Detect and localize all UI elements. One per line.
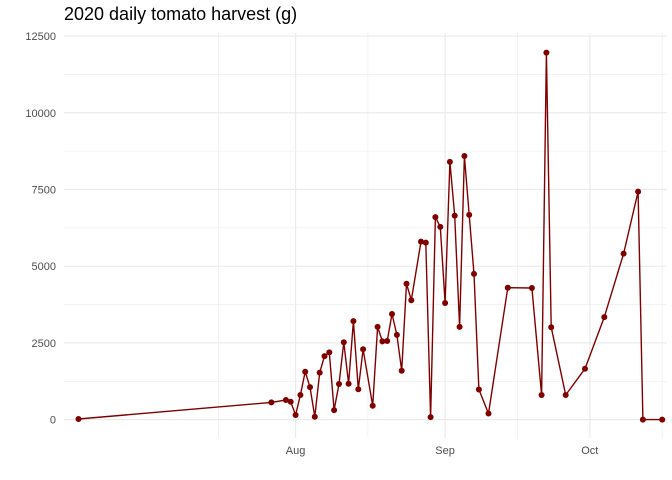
data-point — [548, 324, 555, 331]
data-point — [302, 368, 309, 375]
y-axis-labels: 0 2500 5000 7500 10000 12500 — [25, 31, 56, 427]
data-point — [331, 407, 338, 414]
data-point — [620, 250, 627, 257]
data-point — [282, 397, 289, 403]
data-point — [316, 369, 323, 376]
data-point — [475, 386, 482, 393]
data-point — [379, 338, 386, 345]
y-tick-label: 12500 — [25, 31, 56, 43]
data-point — [456, 323, 463, 330]
data-point — [451, 212, 458, 219]
y-tick-label: 2500 — [32, 338, 56, 350]
data-point — [466, 211, 473, 218]
data-point — [75, 416, 82, 422]
data-point — [398, 367, 405, 374]
y-tick-label: 5000 — [32, 261, 56, 273]
data-point — [471, 270, 477, 277]
data-point — [360, 346, 367, 353]
y-tick-label: 0 — [50, 415, 56, 427]
data-point — [635, 188, 642, 195]
y-tick-label: 7500 — [32, 184, 56, 196]
data-point — [393, 331, 400, 338]
data-point — [355, 386, 362, 393]
data-point — [350, 318, 357, 325]
data-point — [340, 339, 347, 346]
data-point — [442, 300, 449, 306]
data-point — [326, 349, 333, 356]
data-point — [418, 238, 424, 245]
data-point — [659, 416, 666, 423]
minor-gridlines — [64, 33, 667, 438]
data-point — [543, 49, 550, 56]
data-point — [538, 392, 545, 398]
data-point — [268, 399, 275, 406]
major-gridlines — [64, 33, 667, 438]
data-point — [639, 416, 646, 423]
data-point — [374, 323, 381, 330]
data-point — [384, 338, 391, 344]
data-point — [389, 311, 395, 317]
data-point — [408, 297, 415, 304]
data-point — [311, 413, 318, 420]
data-point — [528, 285, 535, 291]
data-point — [601, 314, 608, 321]
harvest-points — [75, 49, 666, 423]
data-point — [427, 414, 434, 421]
data-point — [437, 223, 444, 230]
data-point — [297, 392, 304, 398]
data-point — [562, 392, 569, 398]
data-point — [422, 239, 429, 246]
data-point — [582, 365, 588, 372]
data-point — [369, 402, 376, 409]
data-point — [336, 381, 342, 387]
chart-title: 2020 daily tomato harvest (g) — [64, 4, 298, 24]
data-point — [485, 410, 492, 417]
x-axis-labels: Aug Sep Oct — [286, 445, 599, 457]
data-point — [403, 280, 410, 287]
x-tick-label: Aug — [286, 445, 306, 457]
data-point — [292, 412, 299, 418]
y-tick-label: 10000 — [25, 108, 56, 120]
data-point — [446, 158, 453, 165]
data-point — [307, 384, 313, 391]
data-point — [321, 353, 328, 360]
data-point — [432, 214, 439, 221]
data-point — [345, 380, 352, 387]
data-point — [504, 284, 511, 291]
x-tick-label: Oct — [581, 445, 598, 457]
data-point — [287, 398, 294, 405]
harvest-line — [78, 51, 663, 421]
x-tick-label: Sep — [435, 445, 455, 457]
data-point — [461, 153, 468, 159]
